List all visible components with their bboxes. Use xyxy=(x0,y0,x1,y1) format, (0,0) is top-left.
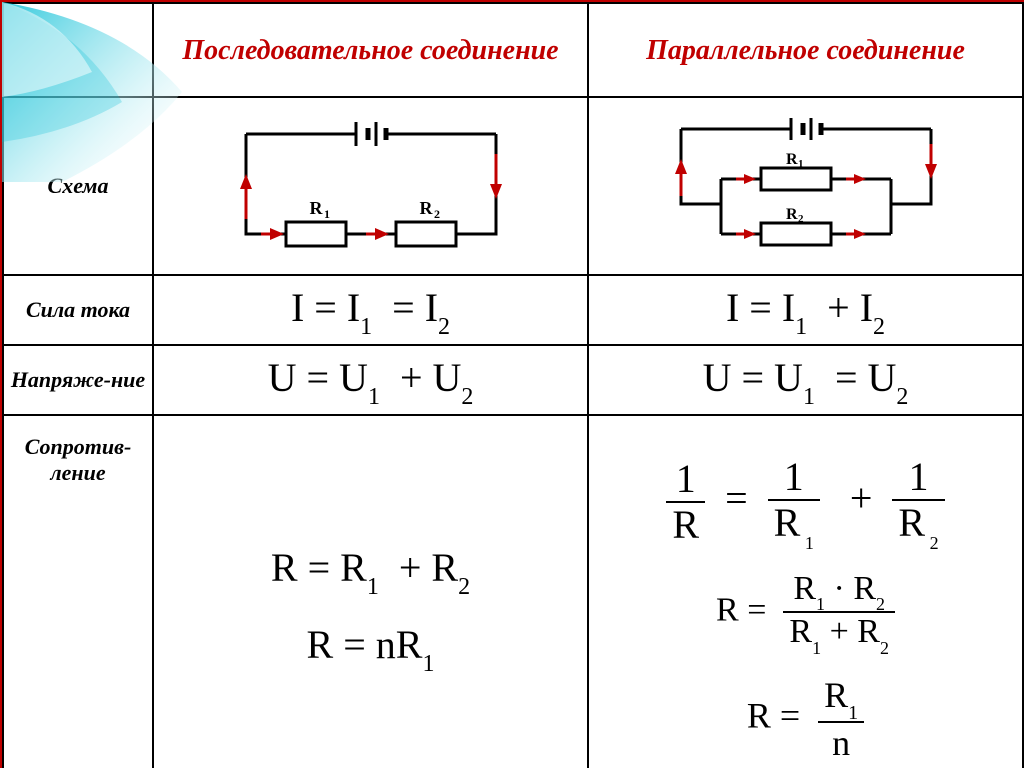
svg-text:1: 1 xyxy=(324,207,330,221)
current-label-cell: Сила тока xyxy=(3,275,153,345)
header-parallel-label: Параллельное соединение xyxy=(646,35,965,66)
comparison-table: Последовательное соединение Параллельное… xyxy=(2,2,1024,768)
header-series-label: Последовательное соединение xyxy=(182,35,558,66)
resistance-label: Сопротив-ление xyxy=(25,434,132,485)
parallel-current-formula: I = I1 + I2 xyxy=(595,284,1016,337)
header-series: Последовательное соединение xyxy=(153,3,588,97)
series-circuit-cell: R 1 R 2 xyxy=(153,97,588,275)
parallel-resistance-formula-2: R = R1 · R2 R1 + R2 xyxy=(716,572,895,654)
series-resistance-cell: R = R1 + R2 R = nR1 xyxy=(153,415,588,768)
parallel-voltage-cell: U = U1 = U2 xyxy=(588,345,1023,415)
header-empty xyxy=(3,3,153,97)
parallel-circuit-cell: R 1 R 2 xyxy=(588,97,1023,275)
page-container: Последовательное соединение Параллельное… xyxy=(0,0,1024,768)
series-current-formula: I = I1 = I2 xyxy=(160,284,581,337)
svg-text:R: R xyxy=(786,206,798,223)
scheme-label: Схема xyxy=(48,173,109,198)
parallel-resistance-formula-3: R = R1 n xyxy=(747,677,864,761)
svg-text:2: 2 xyxy=(798,213,804,225)
svg-text:R: R xyxy=(786,151,798,168)
series-resistance-formula-2: R = nR1 xyxy=(307,621,435,674)
resistance-row: Сопротив-ление R = R1 + R2 R = nR1 1R = xyxy=(3,415,1023,768)
parallel-circuit-diagram: R 1 R 2 xyxy=(641,104,971,264)
voltage-label-cell: Напряже-ние xyxy=(3,345,153,415)
voltage-row: Напряже-ние U = U1 + U2 U = U1 = U2 xyxy=(3,345,1023,415)
header-row: Последовательное соединение Параллельное… xyxy=(3,3,1023,97)
series-voltage-formula: U = U1 + U2 xyxy=(160,354,581,407)
svg-text:2: 2 xyxy=(434,207,440,221)
resistance-label-cell: Сопротив-ление xyxy=(3,415,153,768)
scheme-row: Схема R 1 xyxy=(3,97,1023,275)
parallel-current-cell: I = I1 + I2 xyxy=(588,275,1023,345)
svg-text:1: 1 xyxy=(798,158,804,170)
series-voltage-cell: U = U1 + U2 xyxy=(153,345,588,415)
voltage-label: Напряже-ние xyxy=(11,367,145,392)
svg-text:R: R xyxy=(419,198,433,218)
parallel-resistance-formula-1: 1R = 1R 1 + 1R 2 xyxy=(666,457,944,548)
series-circuit-diagram: R 1 R 2 xyxy=(206,104,536,264)
header-parallel: Параллельное соединение xyxy=(588,3,1023,97)
svg-text:R: R xyxy=(309,198,323,218)
current-label: Сила тока xyxy=(26,297,130,322)
current-row: Сила тока I = I1 = I2 I = I1 + I2 xyxy=(3,275,1023,345)
parallel-resistance-cell: 1R = 1R 1 + 1R 2 R = R1 · R2 R1 + R2 xyxy=(588,415,1023,768)
series-resistance-formula-1: R = R1 + R2 xyxy=(271,544,470,597)
parallel-voltage-formula: U = U1 = U2 xyxy=(595,354,1016,407)
scheme-label-cell: Схема xyxy=(3,97,153,275)
series-current-cell: I = I1 = I2 xyxy=(153,275,588,345)
